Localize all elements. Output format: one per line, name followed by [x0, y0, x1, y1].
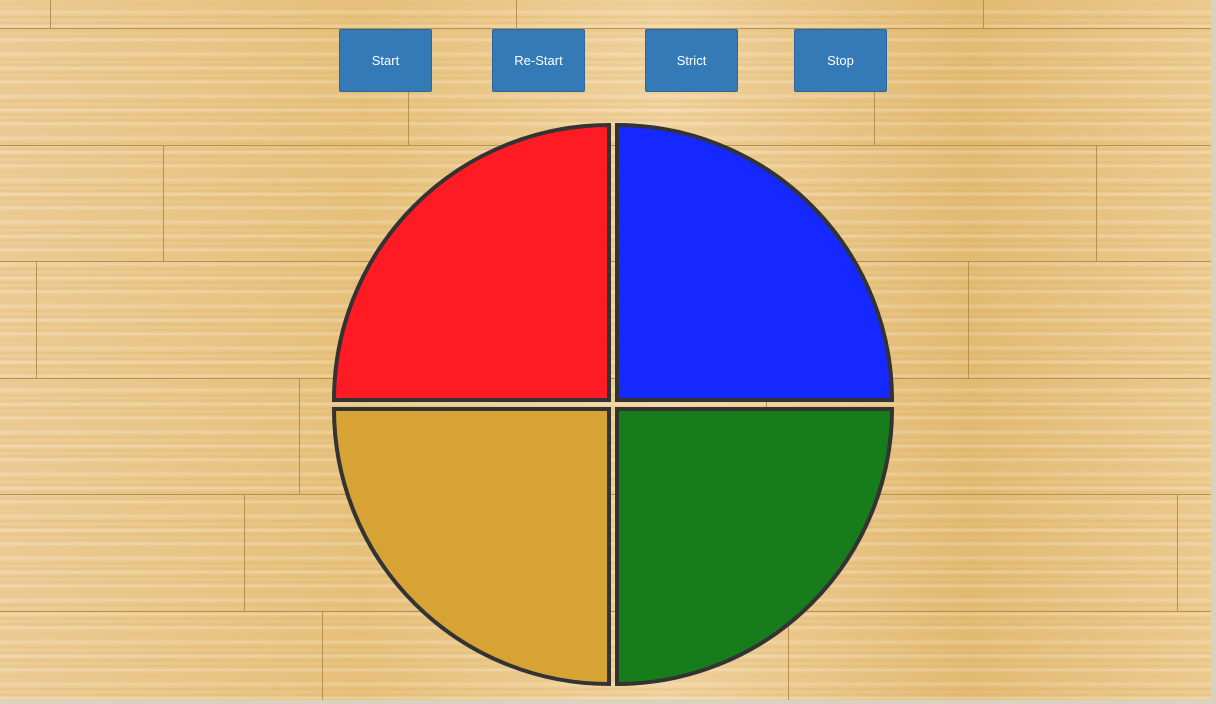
plank-joint: [244, 494, 245, 611]
plank-joint: [322, 611, 323, 700]
yellow-pad[interactable]: [331, 407, 611, 687]
restart-button[interactable]: Re-Start: [492, 29, 585, 92]
green-pad[interactable]: [615, 407, 895, 687]
plank-joint: [299, 378, 300, 494]
plank-joint: [163, 145, 164, 261]
red-pad[interactable]: [331, 122, 611, 402]
plank-seam: [0, 28, 1211, 29]
plank-joint: [50, 0, 51, 28]
start-button[interactable]: Start: [339, 29, 432, 92]
plank-joint: [1096, 145, 1097, 261]
plank-joint: [516, 0, 517, 28]
plank-joint: [36, 261, 37, 378]
stop-button[interactable]: Stop: [794, 29, 887, 92]
blue-pad[interactable]: [615, 122, 895, 402]
plank-joint: [1177, 494, 1178, 611]
plank-joint: [968, 261, 969, 378]
strict-button[interactable]: Strict: [645, 29, 738, 92]
plank-joint: [983, 0, 984, 28]
plank-joint: [788, 611, 789, 700]
